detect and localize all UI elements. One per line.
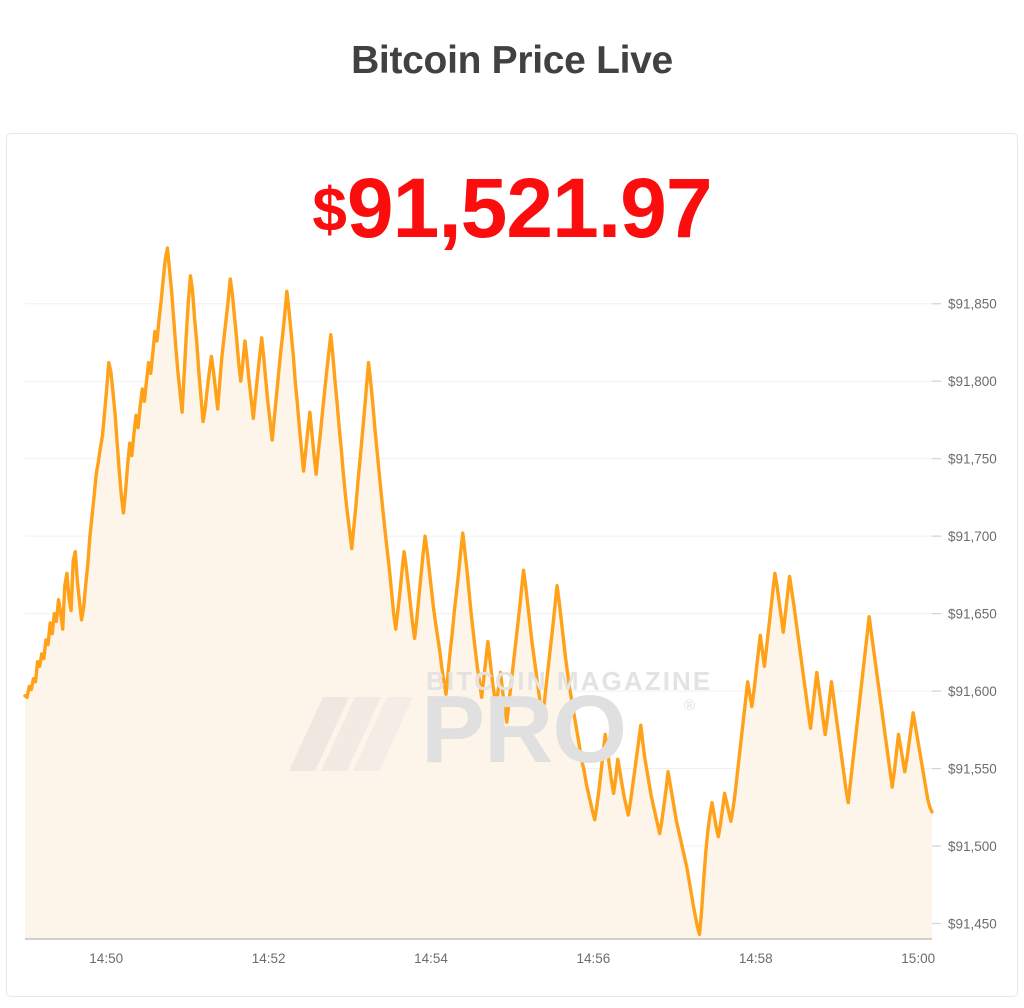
price-currency-symbol: $: [312, 176, 347, 245]
chart-card: $91,521.97 $91,450 $91,500 $91,550 $91,600 $…: [6, 133, 1018, 997]
y-axis-tick-label: $91,450: [948, 917, 997, 932]
y-axis-tick-label: $91,750: [948, 452, 997, 467]
chart-tick-marks: [932, 303, 941, 925]
x-axis-tick-label: 14:50: [89, 951, 123, 966]
y-axis-tick-label: $91,650: [948, 607, 997, 622]
y-axis-tick-label: $91,850: [948, 297, 997, 312]
x-axis-tick-label: 15:00: [901, 951, 935, 966]
y-axis-tick-label: $91,700: [948, 529, 997, 544]
y-axis-tick-label: $91,550: [948, 762, 997, 777]
page-title: Bitcoin Price Live: [351, 39, 673, 82]
y-axis-tick-label: $91,800: [948, 374, 997, 389]
x-axis-tick-label: 14:56: [576, 951, 610, 966]
x-axis-tick-label: 14:54: [414, 951, 448, 966]
price-line: [23, 246, 934, 937]
y-axis-tick-label: $91,500: [948, 839, 997, 854]
x-axis-labels: 14:50 14:52 14:54 14:56 14:58 15:00: [89, 951, 935, 966]
price-area-fill: [25, 247, 932, 939]
y-axis-tick-label: $91,600: [948, 684, 997, 699]
price-value: 91,521.97: [346, 161, 713, 255]
x-axis-tick-label: 14:52: [252, 951, 286, 966]
x-axis-tick-label: 14:58: [739, 951, 773, 966]
price-chart-svg[interactable]: $91,450 $91,500 $91,550 $91,600 $91,650 $91,7…: [7, 134, 1018, 997]
y-axis-labels: $91,450 $91,500 $91,550 $91,600 $91,650 $91,7…: [948, 297, 997, 932]
live-price-display: $91,521.97: [7, 166, 1017, 250]
price-chart[interactable]: $91,450 $91,500 $91,550 $91,600 $91,650 $91,7…: [7, 134, 1018, 997]
